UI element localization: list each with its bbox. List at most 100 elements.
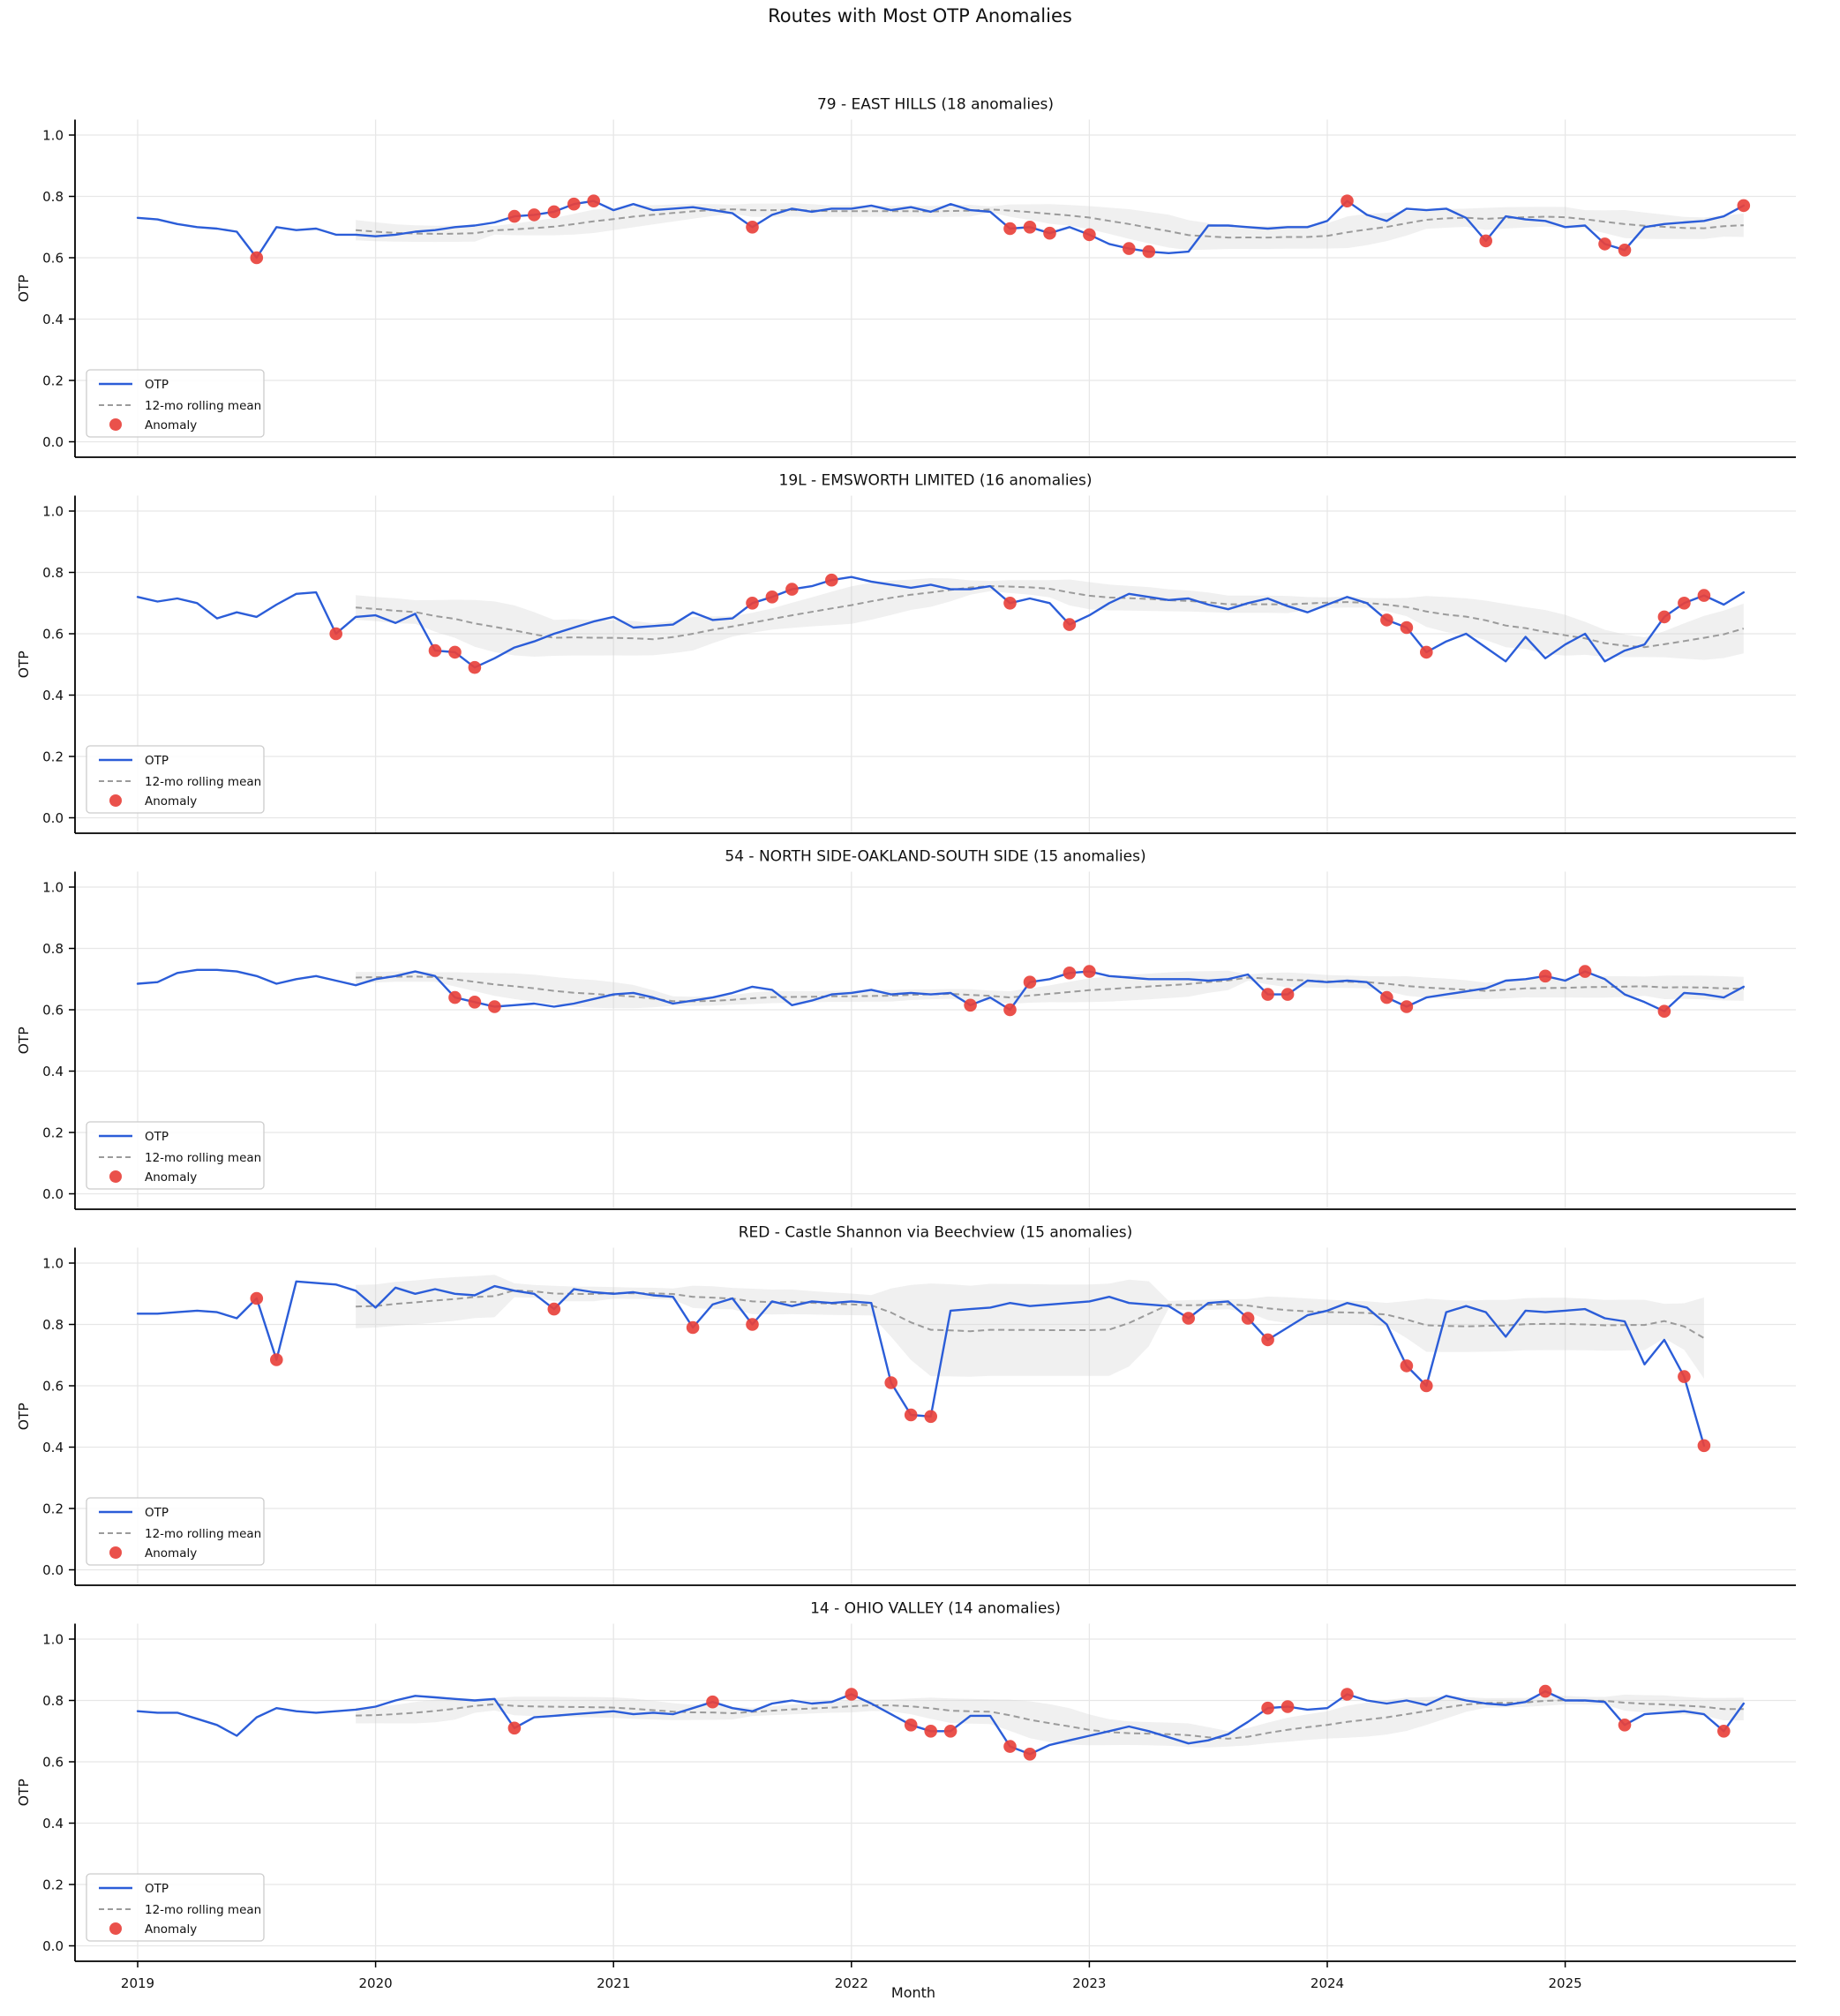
y-tick-label: 1.0 <box>42 504 64 520</box>
anomaly-marker <box>1123 242 1136 255</box>
x-tick-label: 2020 <box>359 1975 393 1991</box>
subplot-title: 54 - NORTH SIDE-OAKLAND-SOUTH SIDE (15 a… <box>725 848 1145 866</box>
grid <box>75 1247 1796 1585</box>
anomaly-marker <box>884 1376 897 1389</box>
y-tick-label: 0.0 <box>42 1938 64 1954</box>
legend: OTP 12-mo rolling mean Anomaly <box>86 1497 265 1566</box>
legend-anomaly-marker <box>109 794 122 807</box>
y-tick-label: 0.2 <box>42 1125 64 1141</box>
std-band <box>356 1694 1744 1748</box>
anomaly-marker <box>448 645 462 659</box>
x-tick-label: 2025 <box>1549 1975 1582 1991</box>
anomaly-marker <box>924 1410 937 1424</box>
anomaly-marker <box>765 591 779 604</box>
anomaly-marker <box>1182 1312 1195 1325</box>
anomaly-markers <box>250 1291 1711 1453</box>
legend-anomaly-label: Anomaly <box>145 1922 197 1937</box>
y-tick-label: 0.6 <box>42 1755 64 1771</box>
legend-anomaly-label: Anomaly <box>145 1170 197 1185</box>
legend-otp-label: OTP <box>145 1130 169 1144</box>
subplot-title: 14 - OHIO VALLEY (14 anomalies) <box>810 1600 1061 1618</box>
anomaly-marker <box>964 998 977 1012</box>
anomaly-marker <box>1538 1684 1552 1698</box>
anomaly-marker <box>329 627 343 641</box>
anomaly-marker <box>1598 237 1611 251</box>
anomaly-marker <box>1341 194 1354 207</box>
y-tick-label: 0.4 <box>42 312 64 327</box>
legend-rolling-label: 12-mo rolling mean <box>145 1527 261 1541</box>
anomaly-marker <box>904 1719 918 1732</box>
legend-anomaly-label: Anomaly <box>145 1546 197 1561</box>
anomaly-markers <box>507 1684 1731 1761</box>
y-tick-label: 0.4 <box>42 1440 64 1456</box>
anomaly-marker <box>1400 621 1414 635</box>
otp-line <box>136 1689 1746 1756</box>
anomaly-marker <box>1043 226 1056 240</box>
legend-rolling-label: 12-mo rolling mean <box>145 1151 261 1165</box>
legend: OTP 12-mo rolling mean Anomaly <box>86 1121 265 1190</box>
anomaly-markers <box>448 965 1671 1018</box>
anomaly-marker <box>507 1721 522 1735</box>
otp-line <box>136 968 1746 1012</box>
y-tick-label: 0.2 <box>42 1501 64 1517</box>
grid <box>75 1623 1796 1961</box>
y-tick-label: 0.8 <box>42 941 64 957</box>
anomaly-marker <box>587 194 600 207</box>
std-band <box>356 1275 1704 1379</box>
y-tick-label: 0.4 <box>42 1816 64 1832</box>
anomaly-marker <box>1083 965 1096 978</box>
anomaly-marker <box>1003 222 1017 236</box>
anomaly-marker <box>1479 234 1492 248</box>
y-tick-label: 0.8 <box>42 1693 64 1709</box>
legend-otp-label: OTP <box>145 754 169 768</box>
otp-line <box>136 1280 1706 1448</box>
anomaly-marker <box>746 597 759 610</box>
std-band <box>356 578 1744 660</box>
legend-anomaly-marker <box>109 1170 122 1183</box>
anomaly-marker <box>1241 1312 1255 1325</box>
subplot-19L: 0.0 0.2 0.4 0.6 0.8 1.0 19L - EMSWORTH LIMITED… <box>16 472 1796 834</box>
y-tick-label: 0.6 <box>42 627 64 643</box>
figure-title: Routes with Most OTP Anomalies <box>768 5 1072 26</box>
anomaly-marker <box>1280 988 1295 1001</box>
anomaly-marker <box>270 1353 283 1366</box>
std-band <box>356 203 1744 251</box>
subplot-title: RED - Castle Shannon via Beechview (15 a… <box>739 1224 1133 1242</box>
y-tick-label: 1.0 <box>42 128 64 144</box>
rolling-mean-line <box>356 1289 1705 1339</box>
subplot-54: 0.0 0.2 0.4 0.6 0.8 1.0 54 - NORTH SIDE-OAKLAN… <box>16 848 1796 1210</box>
legend: OTP 12-mo rolling mean Anomaly <box>86 745 265 814</box>
anomaly-marker <box>1261 1333 1274 1347</box>
anomaly-marker <box>706 1695 719 1709</box>
legend-otp-label: OTP <box>145 1506 169 1520</box>
y-tick-label: 0.8 <box>42 1317 64 1333</box>
anomaly-marker <box>468 660 482 674</box>
anomaly-marker <box>686 1320 700 1335</box>
anomaly-marker <box>1063 618 1077 631</box>
anomaly-marker <box>250 1291 264 1305</box>
x-tick-label: 2021 <box>597 1975 630 1991</box>
anomaly-marker <box>1697 589 1711 602</box>
anomaly-markers <box>329 573 1711 674</box>
x-axis-label: Month <box>890 1984 936 2001</box>
rolling-mean-line <box>356 584 1745 649</box>
anomaly-marker <box>1618 244 1632 257</box>
anomaly-marker <box>1341 1688 1354 1701</box>
anomaly-marker <box>1717 1725 1731 1738</box>
anomaly-marker <box>943 1725 958 1738</box>
y-tick-label: 0.6 <box>42 251 64 267</box>
y-tick-label: 0.4 <box>42 1064 64 1079</box>
anomaly-marker <box>1657 1004 1671 1018</box>
anomaly-marker <box>1400 1000 1414 1013</box>
anomaly-marker <box>1400 1359 1414 1373</box>
y-tick-label: 1.0 <box>42 1256 64 1272</box>
anomaly-marker <box>547 1302 561 1316</box>
anomaly-marker <box>1420 1379 1433 1393</box>
anomaly-marker <box>924 1725 937 1738</box>
x-tick-label: 2023 <box>1072 1975 1106 1991</box>
otp-line <box>136 575 1746 669</box>
y-tick-label: 0.0 <box>42 810 64 826</box>
y-axis-label: OTP <box>16 651 32 678</box>
